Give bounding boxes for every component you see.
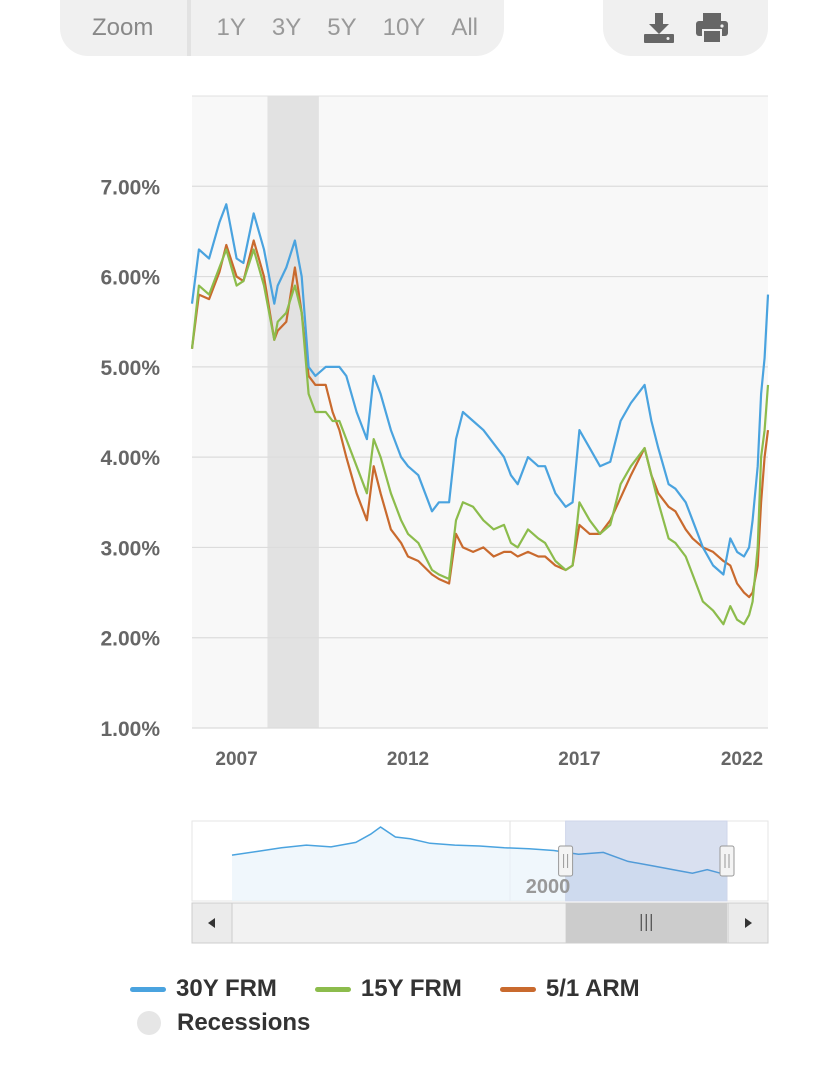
x-tick-label: 2007 bbox=[215, 749, 257, 770]
download-icon[interactable] bbox=[641, 10, 677, 46]
arrow-left-icon bbox=[208, 918, 215, 928]
legend-item-15y-frm[interactable]: 15Y FRM bbox=[314, 975, 462, 1003]
scroll-right-button[interactable] bbox=[727, 902, 769, 944]
navigator-selection[interactable] bbox=[565, 820, 728, 902]
y-tick-label: 4.00% bbox=[100, 447, 160, 470]
x-tick-label: 2012 bbox=[387, 749, 429, 770]
navigator-series-line bbox=[231, 826, 728, 876]
x-tick-label: 2022 bbox=[721, 749, 763, 770]
y-tick-label: 5.00% bbox=[100, 357, 160, 380]
navigator[interactable]: 2000 bbox=[0, 815, 828, 950]
legend-item-5-1-arm[interactable]: 5/1 ARM bbox=[499, 975, 640, 1003]
y-tick-label: 7.00% bbox=[100, 176, 160, 199]
x-tick-label: 2017 bbox=[558, 749, 600, 770]
zoom-separator bbox=[187, 0, 191, 56]
zoom-10y-button[interactable]: 10Y bbox=[382, 14, 426, 41]
scroll-left-button[interactable] bbox=[191, 902, 233, 944]
legend-item-30y-frm[interactable]: 30Y FRM bbox=[130, 975, 277, 1003]
legend-label-30y-frm: 30Y FRM bbox=[176, 975, 277, 1002]
legend-item-recessions[interactable]: Recessions bbox=[130, 1009, 310, 1037]
y-tick-label: 3.00% bbox=[100, 537, 160, 560]
legend-label-5-1-arm: 5/1 ARM bbox=[545, 975, 640, 1002]
navigator-handle-right[interactable] bbox=[719, 845, 735, 877]
legend-swatch-5-1-arm bbox=[499, 986, 536, 992]
legend-swatch-15y-frm bbox=[314, 986, 351, 992]
y-tick-label: 1.00% bbox=[100, 718, 160, 741]
legend-label-15y-frm: 15Y FRM bbox=[360, 975, 462, 1002]
legend-swatch-recessions bbox=[137, 1011, 161, 1035]
print-icon[interactable] bbox=[694, 10, 730, 46]
zoom-all-button[interactable]: All bbox=[451, 14, 478, 41]
legend: 30Y FRM 15Y FRM 5/1 ARM Recessions bbox=[130, 972, 678, 1040]
zoom-5y-button[interactable]: 5Y bbox=[327, 14, 357, 41]
series-line-30y-frm[interactable] bbox=[190, 203, 770, 576]
series-line-15y-frm[interactable] bbox=[190, 248, 770, 626]
zoom-label: Zoom bbox=[92, 14, 154, 41]
navigator-axis-label: 2000 bbox=[526, 876, 571, 898]
recession-band bbox=[267, 96, 319, 728]
main-chart: 1.00% 2.00% 3.00% 4.00% 5.00% 6.00% 7.00% 2007… bbox=[100, 95, 770, 770]
zoom-range-selector: Zoom 1Y 3Y 5Y 10Y All bbox=[60, 0, 504, 56]
navigator-scrollbar[interactable] bbox=[191, 902, 769, 944]
legend-label-recessions: Recessions bbox=[177, 1009, 311, 1036]
zoom-1y-button[interactable]: 1Y bbox=[216, 14, 246, 41]
navigator-area bbox=[232, 827, 727, 901]
legend-swatch-30y-frm bbox=[130, 986, 166, 992]
y-tick-label: 6.00% bbox=[100, 267, 160, 290]
navigator-handle-left[interactable] bbox=[558, 845, 574, 877]
export-toolbar bbox=[603, 0, 768, 56]
zoom-3y-button[interactable]: 3Y bbox=[271, 14, 302, 41]
arrow-right-icon bbox=[745, 918, 752, 928]
y-tick-label: 2.00% bbox=[100, 628, 160, 651]
series-line-5-1-arm[interactable] bbox=[190, 239, 770, 599]
